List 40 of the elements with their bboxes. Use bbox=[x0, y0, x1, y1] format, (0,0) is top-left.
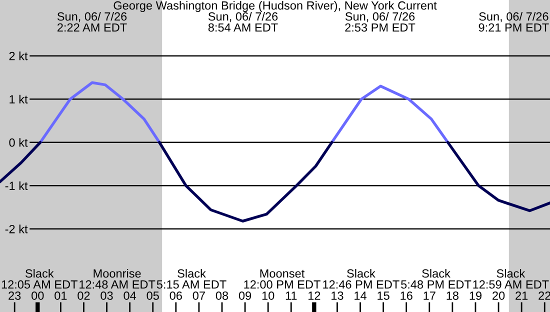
x-tick-label: 18 bbox=[446, 291, 458, 300]
y-tick-label: 2 kt bbox=[9, 52, 28, 60]
annotation: Slack 5:48 PM EDT bbox=[401, 268, 472, 289]
annotation: Sun, 06/ 7/26 8:54 AM EDT bbox=[208, 12, 278, 32]
x-tick-label: 08 bbox=[216, 291, 228, 300]
x-tick-label: 11 bbox=[286, 292, 297, 300]
x-tick-label: 04 bbox=[124, 291, 136, 300]
y-tick-label: -1 kt bbox=[5, 181, 28, 190]
y-tick-label: -2 kt bbox=[5, 224, 28, 234]
annotation: Moonset 12:00 PM EDT bbox=[244, 269, 320, 289]
annotation: Slack 12:59 AM EDT bbox=[473, 268, 549, 289]
x-tick-label: 09 bbox=[238, 291, 252, 300]
x-tick-label: 00 bbox=[32, 291, 44, 300]
x-tick-label: 07 bbox=[192, 291, 205, 300]
annotation: Slack 12:05 AM EDT bbox=[2, 268, 78, 289]
x-tick-label: 05 bbox=[146, 291, 159, 300]
annotation: Sun, 06/ 7/26 9:21 PM EDT bbox=[478, 12, 549, 32]
x-tick-label: 10 bbox=[262, 291, 274, 300]
x-tick-label: 23 bbox=[8, 291, 21, 300]
annotation: Sun, 06/ 7/26 2:53 PM EDT bbox=[345, 12, 416, 32]
annotation: Moonrise 12:48 AM EDT bbox=[80, 268, 156, 289]
x-tick-label: 14 bbox=[354, 292, 366, 300]
x-tick-label: 01 bbox=[54, 291, 67, 300]
x-tick-label: 13 bbox=[332, 291, 344, 300]
y-tick-label: 1 kt bbox=[10, 94, 28, 104]
annotation: Sun, 06/ 7/26 2:22 AM EDT bbox=[57, 12, 127, 32]
y-tick-label: 0 kt bbox=[9, 138, 28, 147]
annotation: Slack 5:15 AM EDT bbox=[156, 268, 226, 289]
x-tick-label: 03 bbox=[100, 291, 113, 300]
annotation: Slack 12:46 PM EDT bbox=[323, 268, 400, 289]
x-tick-label: 20 bbox=[492, 291, 505, 300]
x-tick-label: 12 bbox=[308, 291, 320, 300]
x-tick-label: 21 bbox=[516, 291, 528, 300]
x-tick-label: 17 bbox=[424, 292, 436, 300]
chart-title: George Washington Bridge (Hudson River), New York Current bbox=[114, 1, 437, 12]
x-tick-label: 06 bbox=[170, 291, 182, 300]
x-tick-label: 15 bbox=[378, 292, 390, 300]
x-tick-label: 02 bbox=[78, 291, 90, 300]
x-tick-label: 19 bbox=[470, 291, 482, 300]
x-tick-label: 16 bbox=[400, 291, 412, 300]
